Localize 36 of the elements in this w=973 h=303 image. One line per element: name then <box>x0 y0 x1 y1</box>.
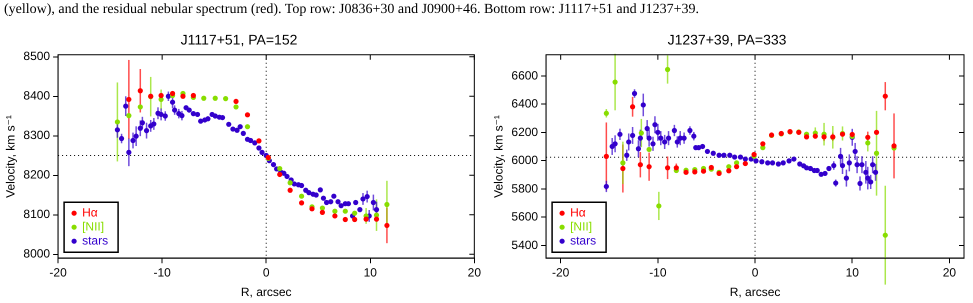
chart-title: J1117+51, PA=152 <box>180 31 298 48</box>
y-tick-label: 8400 <box>23 88 50 103</box>
legend-label: stars <box>82 234 108 248</box>
x-tick-label: -10 <box>153 266 172 280</box>
x-tick-label: 0 <box>262 266 270 280</box>
y-tick-label: 6200 <box>511 124 538 139</box>
y-tick-label: 8300 <box>23 128 50 142</box>
y-tick-label: 6600 <box>511 68 538 82</box>
legend-label: Hα <box>570 206 586 220</box>
x-tick-label: 20 <box>942 266 956 280</box>
y-tick-label: 6400 <box>511 96 538 111</box>
x-tick-label: -20 <box>49 266 68 280</box>
y-tick-label: 5400 <box>511 238 538 252</box>
chart-title: J1237+39, PA=333 <box>668 31 787 48</box>
y-axis-title: Velocity, km s⁻¹ <box>492 115 506 198</box>
legend-label: Hα <box>82 206 98 220</box>
x-tick-label: 10 <box>364 266 378 280</box>
x-tick-label: 10 <box>846 266 860 280</box>
y-tick-label: 6000 <box>511 153 538 168</box>
x-axis-title: R, arcsec <box>730 285 780 300</box>
x-axis-title: R, arcsec <box>240 285 292 300</box>
y-axis-title: Velocity, km s⁻¹ <box>4 115 18 198</box>
legend-label: [NII] <box>82 220 104 234</box>
y-tick-label: 8100 <box>23 207 50 222</box>
x-tick-label: -20 <box>552 266 570 280</box>
y-tick-label: 8000 <box>23 246 50 261</box>
x-tick-label: -10 <box>649 266 667 280</box>
legend-label: [NII] <box>570 220 592 234</box>
y-tick-label: 5800 <box>511 181 538 196</box>
x-tick-label: 0 <box>752 266 759 280</box>
y-tick-label: 8500 <box>23 49 50 64</box>
legend-label: stars <box>570 234 596 248</box>
text: (yellow), and the residual nebular spectrum (red). Top row: J0836+30 and J0900+46. Bottom row: J1117+51 and J1237+39. <box>4 2 699 17</box>
y-tick-label: 5600 <box>511 210 538 224</box>
x-tick-label: 20 <box>468 266 482 280</box>
y-tick-label: 8200 <box>23 168 50 182</box>
